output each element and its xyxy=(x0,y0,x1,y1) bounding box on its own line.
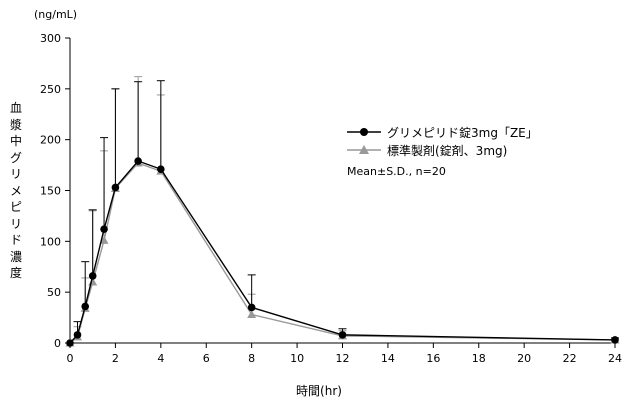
x-tick-label: 12 xyxy=(336,352,350,365)
x-axis-label: 時間(hr) xyxy=(296,384,342,398)
y-axis-label-char: 漿 xyxy=(9,117,22,132)
legend-label-test: グリメピリド錠3mg「ZE」 xyxy=(387,125,538,140)
y-tick-label: 200 xyxy=(40,134,61,147)
y-unit-label: (ng/mL) xyxy=(34,8,78,21)
data-point xyxy=(247,303,256,312)
y-axis-label-char: リ xyxy=(9,167,22,181)
y-tick-label: 50 xyxy=(47,286,61,299)
y-axis-label-char: ド xyxy=(9,233,22,247)
series-line xyxy=(69,160,616,344)
x-tick-label: 14 xyxy=(381,352,395,365)
y-tick-label: 300 xyxy=(40,32,61,45)
series-reference xyxy=(65,76,620,347)
data-point xyxy=(134,157,142,165)
legend-marker-reference xyxy=(347,145,381,154)
x-tick-label: 24 xyxy=(608,352,622,365)
data-point xyxy=(88,272,97,280)
y-axis-label-char: メ xyxy=(9,183,22,198)
data-point xyxy=(338,331,347,339)
x-tick-label: 16 xyxy=(426,352,440,365)
legend-entry-test: グリメピリド錠3mg「ZE」 xyxy=(347,123,538,141)
x-tick-label: 10 xyxy=(290,352,304,365)
y-axis-label-char: 度 xyxy=(9,266,22,280)
x-tick-label: 4 xyxy=(157,352,164,365)
y-tick-label: 150 xyxy=(40,185,61,198)
x-tick-label: 18 xyxy=(472,352,486,365)
legend-label-reference: 標準製剤(錠剤、3mg) xyxy=(387,143,508,158)
y-axis-label-char: 血 xyxy=(9,101,22,115)
data-point xyxy=(73,331,82,339)
data-point xyxy=(247,310,257,319)
y-axis-label: 血漿中グリメピリド濃度 xyxy=(8,100,24,282)
data-point xyxy=(66,339,74,347)
legend-marker-test xyxy=(347,128,381,136)
data-point xyxy=(81,302,90,311)
y-tick-label: 250 xyxy=(40,83,61,96)
legend-note: Mean±S.D., n=20 xyxy=(347,165,446,178)
y-axis-label-char: リ xyxy=(9,216,22,231)
x-tick-label: 8 xyxy=(248,352,255,365)
legend: グリメピリド錠3mg「ZE」 標準製剤(錠剤、3mg) Mean±S.D., n… xyxy=(347,123,538,178)
series-test xyxy=(66,80,619,347)
x-tick-label: 20 xyxy=(517,352,531,365)
y-tick-label: 0 xyxy=(54,337,61,350)
y-tick-label: 100 xyxy=(40,235,61,248)
y-axis-label-char: グ xyxy=(9,150,22,165)
data-point xyxy=(99,235,109,244)
series-line xyxy=(69,162,616,344)
data-point xyxy=(111,183,120,192)
y-axis-label-char: 濃 xyxy=(9,249,22,264)
y-axis-label-char: 中 xyxy=(9,134,22,148)
x-tick-label: 6 xyxy=(203,352,210,365)
x-tick-label: 2 xyxy=(112,352,119,365)
data-point xyxy=(100,225,108,233)
x-tick-label: 22 xyxy=(563,352,577,365)
x-tick-label: 0 xyxy=(67,352,74,365)
data-point xyxy=(157,165,165,173)
data-point xyxy=(611,336,619,344)
legend-entry-reference: 標準製剤(錠剤、3mg) xyxy=(347,141,538,159)
series-layer xyxy=(65,76,620,347)
y-axis-label-char: ピ xyxy=(9,200,22,214)
